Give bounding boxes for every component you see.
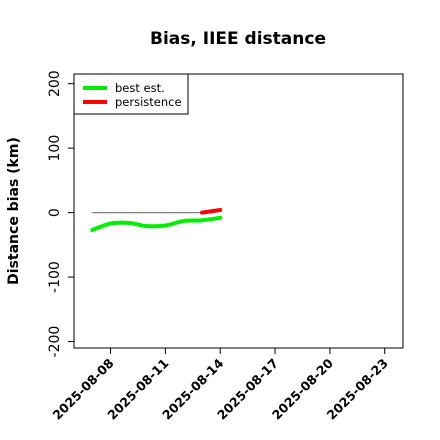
y-tick-label: -100 xyxy=(47,261,63,293)
y-tick-label: -200 xyxy=(47,326,63,358)
y-tick-label: 0 xyxy=(47,208,63,217)
legend-label-best-est: best est. xyxy=(115,81,165,95)
chart-title: Bias, IIEE distance xyxy=(150,29,326,49)
series-layer xyxy=(90,208,223,233)
legend-box xyxy=(73,73,189,115)
y-axis: -200 -100 0 100 200 xyxy=(47,70,74,357)
legend: best est.persistence xyxy=(73,73,189,115)
y-tick-label: 200 xyxy=(47,70,63,97)
y-tick-label: 100 xyxy=(47,135,63,162)
legend-label-persistence: persistence xyxy=(115,95,182,109)
y-axis-label: Distance bias (km) xyxy=(6,137,22,285)
plot-frame xyxy=(73,73,404,349)
series-line-best-est xyxy=(90,215,223,233)
x-axis: 2025-08-082025-08-112025-08-142025-08-17… xyxy=(50,348,391,423)
series-line-persistence xyxy=(199,208,223,215)
